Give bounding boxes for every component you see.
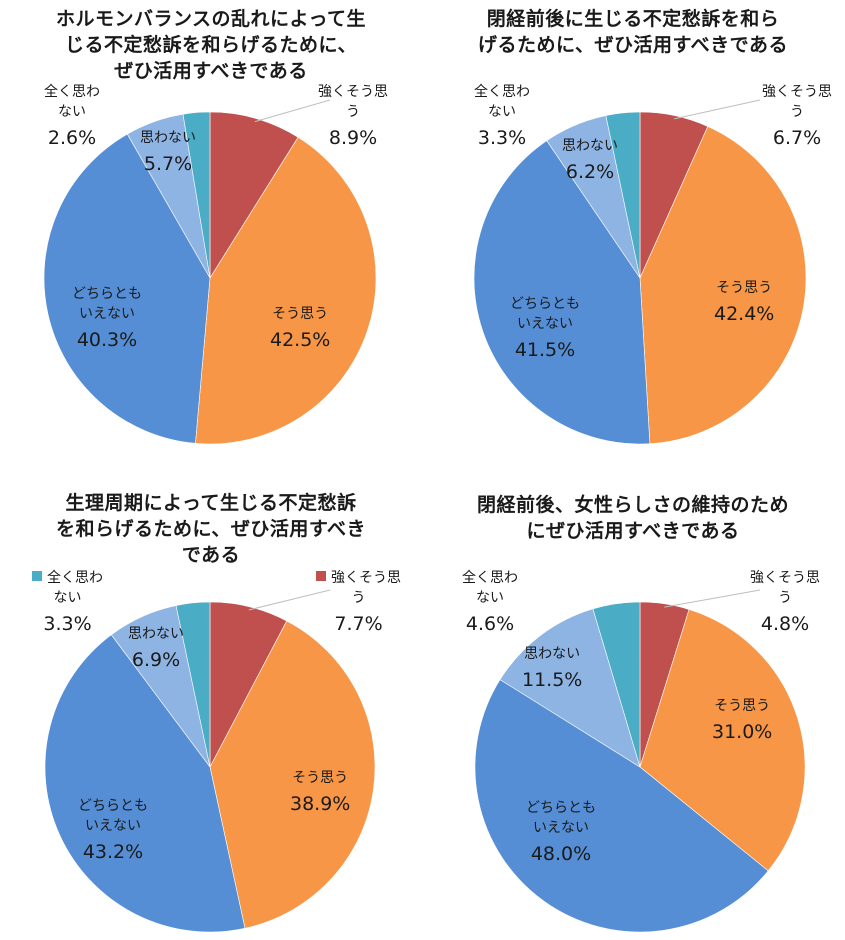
legend-swatch-strongly-agree bbox=[316, 571, 326, 581]
label-agree: そう思う 38.9% bbox=[290, 770, 351, 815]
slice-strongly-disagree bbox=[592, 601, 641, 768]
slice-agree bbox=[639, 126, 807, 445]
label-strongly-agree: 強くそう思 う 4.8% bbox=[750, 570, 820, 635]
slice-strongly-disagree bbox=[605, 111, 641, 279]
slice-neutral bbox=[44, 634, 246, 933]
label-disagree: 思わない 6.2% bbox=[562, 138, 618, 183]
label-neutral: どちらとも いえない 41.5% bbox=[510, 296, 580, 361]
label-agree: そう思う 42.5% bbox=[270, 306, 331, 351]
title-line: ホルモンバランスの乱れによって生 bbox=[55, 8, 367, 30]
slice-neutral bbox=[474, 679, 769, 933]
label-neutral: どちらとも いえない 40.3% bbox=[72, 286, 142, 351]
slice-neutral bbox=[43, 133, 211, 444]
label-strongly-disagree: 全く思わ ない 2.6% bbox=[44, 84, 100, 149]
slice-agree bbox=[639, 609, 806, 872]
title-line: 閉経前後、女性らしさの維持のため bbox=[476, 494, 789, 516]
title-line: ぜひ活用すべきである bbox=[114, 60, 308, 82]
label-disagree: 思わない 5.7% bbox=[140, 130, 196, 175]
pie-svg bbox=[43, 99, 377, 445]
label-disagree: 思わない 6.9% bbox=[128, 626, 184, 671]
label-strongly-disagree: 全く思わ ない 3.3% bbox=[32, 568, 103, 638]
title-line: にぜひ活用すべきである bbox=[526, 520, 740, 542]
title-line: である bbox=[181, 544, 241, 566]
slice-strongly-agree bbox=[209, 111, 299, 280]
pie-chart-menstrual-cycle: 生理周期によって生じる不定愁訴 を和らげるために、ぜひ活用すべき である 強くそ… bbox=[0, 470, 422, 940]
label-strongly-disagree: 全く思わ ない 4.6% bbox=[462, 570, 518, 635]
slice-neutral bbox=[473, 140, 651, 445]
chart-title: 閉経前後、女性らしさの維持のため にぜひ活用すべきである bbox=[422, 492, 844, 544]
title-line: 閉経前後に生じる不定愁訴を和ら bbox=[486, 8, 780, 30]
title-line: じる不定愁訴を和らげるために、 bbox=[65, 34, 357, 56]
pie-svg bbox=[474, 589, 806, 933]
leader-line bbox=[664, 589, 761, 608]
pie-chart-femininity: 閉経前後、女性らしさの維持のため にぜひ活用すべきである 強くそう思 う 4.8… bbox=[422, 470, 844, 940]
slice-agree bbox=[209, 620, 376, 929]
title-line: げるために、ぜひ活用すべきである bbox=[478, 34, 788, 56]
label-neutral: どちらとも いえない 43.2% bbox=[78, 798, 148, 863]
label-strongly-agree: 強くそう思 う 8.9% bbox=[318, 84, 388, 149]
label-agree: そう思う 31.0% bbox=[712, 698, 773, 743]
chart-title: 生理周期によって生じる不定愁訴 を和らげるために、ぜひ活用すべき である bbox=[0, 490, 422, 568]
legend-swatch-strongly-disagree bbox=[32, 571, 42, 581]
chart-title: 閉経前後に生じる不定愁訴を和ら げるために、ぜひ活用すべきである bbox=[422, 6, 844, 58]
label-disagree: 思わない 11.5% bbox=[522, 646, 583, 691]
slice-strongly-disagree bbox=[175, 601, 211, 768]
leader-line bbox=[673, 99, 761, 120]
label-agree: そう思う 42.4% bbox=[714, 280, 775, 325]
label-strongly-agree: 強くそう思 う 6.7% bbox=[762, 84, 832, 149]
title-line: 生理周期によって生じる不定愁訴 bbox=[65, 492, 357, 514]
label-neutral: どちらとも いえない 48.0% bbox=[526, 800, 596, 865]
leader-line bbox=[254, 99, 331, 123]
slice-agree bbox=[195, 136, 377, 445]
slice-disagree bbox=[499, 608, 641, 768]
leader-line bbox=[248, 589, 331, 611]
pie-chart-hormone-balance: ホルモンバランスの乱れによって生 じる不定愁訴を和らげるために、 ぜひ活用すべき… bbox=[0, 0, 422, 470]
chart-title: ホルモンバランスの乱れによって生 じる不定愁訴を和らげるために、 ぜひ活用すべき… bbox=[0, 6, 422, 84]
pie-chart-menopause-complaints: 閉経前後に生じる不定愁訴を和ら げるために、ぜひ活用すべきである 強くそう思 う… bbox=[422, 0, 844, 470]
pie-svg bbox=[473, 99, 807, 445]
label-strongly-agree: 強くそう思 う 7.7% bbox=[316, 568, 401, 638]
title-line: を和らげるために、ぜひ活用すべき bbox=[55, 518, 367, 540]
slice-strongly-disagree bbox=[182, 111, 211, 279]
pie-svg bbox=[44, 589, 376, 933]
label-strongly-disagree: 全く思わ ない 3.3% bbox=[474, 84, 530, 149]
